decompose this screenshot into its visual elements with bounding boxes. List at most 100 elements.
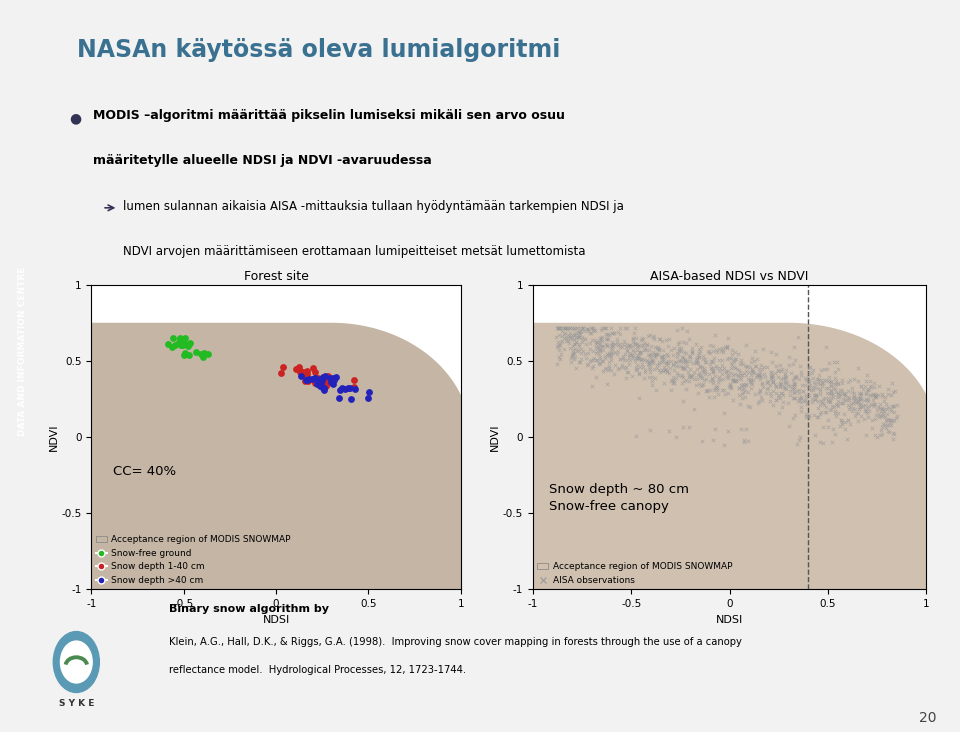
Point — [808, 389, 824, 401]
Point — [605, 340, 620, 352]
Point — [652, 356, 667, 367]
Point — [743, 382, 758, 394]
Point — [201, 348, 216, 360]
Point — [697, 366, 712, 378]
Point — [708, 360, 723, 372]
Point — [797, 395, 812, 407]
Point — [559, 333, 574, 345]
Point — [811, 402, 827, 414]
Point — [840, 391, 855, 403]
Point — [691, 343, 707, 355]
Point — [836, 386, 852, 398]
Point — [780, 379, 795, 391]
Point — [745, 365, 760, 377]
Point — [842, 401, 857, 413]
Point — [603, 340, 618, 351]
Point — [744, 369, 759, 381]
Point — [315, 382, 330, 394]
Point — [833, 414, 849, 425]
Point — [289, 364, 304, 376]
Point — [838, 388, 853, 400]
Point — [816, 377, 831, 389]
Point — [557, 322, 572, 334]
Point — [859, 387, 875, 399]
Point — [732, 364, 747, 376]
Point — [743, 376, 758, 387]
Point — [763, 373, 779, 385]
Point — [851, 407, 866, 419]
Point — [851, 362, 866, 373]
Point — [702, 384, 717, 396]
Point — [665, 377, 681, 389]
Point — [733, 373, 749, 385]
Point — [627, 337, 642, 349]
Point — [753, 385, 768, 397]
Point — [625, 332, 640, 344]
Point — [821, 392, 836, 404]
Point — [325, 374, 341, 386]
Point — [332, 384, 348, 395]
Point — [625, 350, 640, 362]
Point — [658, 356, 673, 368]
Point — [621, 351, 636, 363]
Point — [811, 374, 827, 386]
Point — [861, 393, 876, 405]
Point — [867, 414, 882, 425]
Point — [836, 408, 852, 420]
Point — [654, 335, 669, 346]
Point — [605, 340, 620, 351]
Point — [675, 351, 690, 362]
Point — [697, 368, 712, 380]
Point — [877, 419, 893, 430]
Point — [809, 411, 825, 422]
Point — [592, 358, 608, 370]
Point — [738, 365, 754, 377]
Point — [314, 373, 329, 385]
Point — [769, 394, 784, 406]
Point — [801, 376, 816, 387]
Point — [615, 351, 631, 363]
Point — [589, 354, 605, 366]
Point — [873, 405, 888, 417]
Point — [662, 376, 678, 387]
Point — [673, 343, 688, 354]
Point — [806, 409, 822, 421]
Point — [693, 369, 708, 381]
Point — [889, 399, 904, 411]
Point — [181, 339, 197, 351]
Point — [573, 322, 588, 334]
Point — [567, 351, 583, 362]
Point — [570, 344, 586, 356]
Point — [851, 399, 866, 411]
Point — [654, 351, 669, 362]
Point — [641, 371, 657, 383]
Point — [804, 393, 820, 405]
Point — [295, 369, 310, 381]
Point — [639, 339, 655, 351]
Point — [724, 374, 739, 386]
Point — [860, 395, 876, 406]
Point — [565, 348, 581, 360]
Point — [597, 351, 612, 362]
Point — [764, 376, 780, 388]
Point — [855, 400, 871, 412]
Point — [679, 359, 694, 371]
Point — [853, 388, 869, 400]
Point — [837, 423, 852, 435]
Point — [571, 338, 587, 350]
Point — [798, 373, 813, 384]
Point — [711, 371, 727, 383]
Point — [772, 377, 787, 389]
Point — [554, 322, 569, 334]
Point — [702, 391, 717, 403]
Point — [808, 389, 824, 401]
Point — [614, 350, 630, 362]
Point — [617, 362, 633, 373]
Point — [809, 373, 825, 384]
Point — [731, 348, 746, 360]
Point — [700, 346, 715, 358]
Point — [788, 371, 804, 383]
Point — [685, 357, 701, 369]
Point — [733, 370, 749, 381]
Point — [321, 373, 336, 384]
